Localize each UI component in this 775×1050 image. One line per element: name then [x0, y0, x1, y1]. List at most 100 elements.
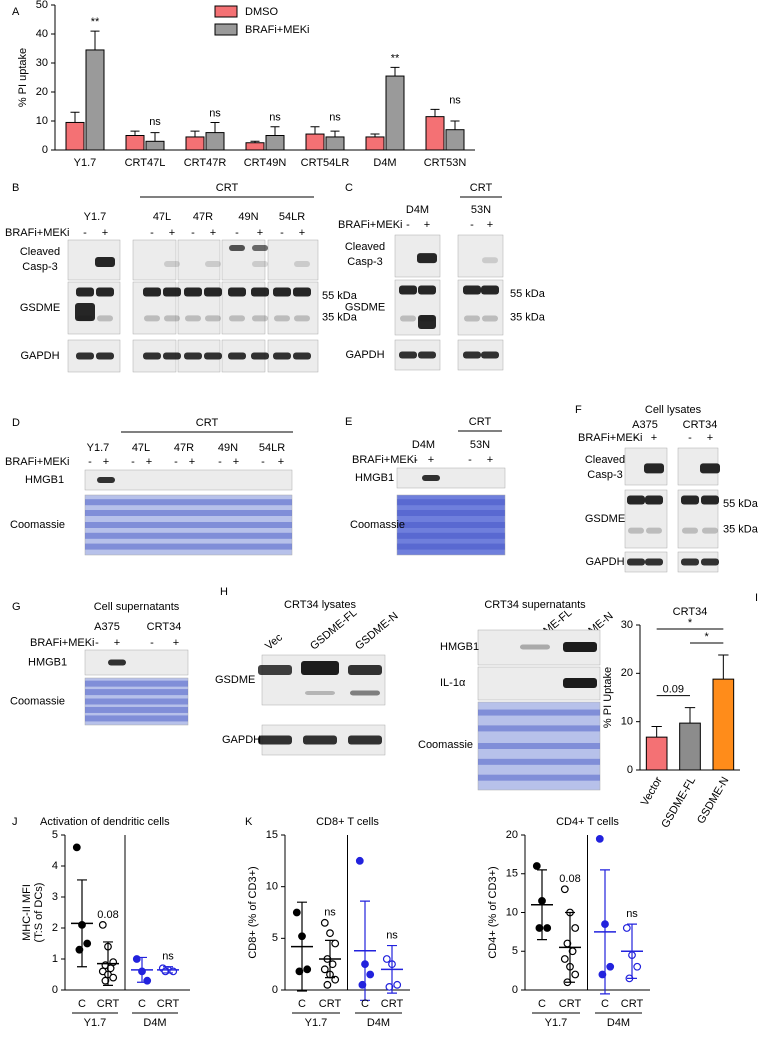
sign: + — [114, 637, 120, 649]
bar — [425, 116, 445, 151]
y-tick-label: 5 — [272, 932, 278, 944]
data-point — [83, 939, 92, 948]
gel-stripe — [478, 774, 600, 781]
annotation: ns — [626, 908, 638, 920]
annotation: ** — [91, 16, 100, 28]
error-bar — [150, 132, 160, 142]
sign: - — [414, 454, 418, 466]
lane-label: GSDME-N — [353, 610, 401, 653]
blot-band — [350, 690, 380, 696]
annotation: 0.09 — [663, 684, 684, 696]
annotation: ns — [269, 112, 281, 124]
sign: - — [406, 219, 410, 231]
y-axis-label: CD8+ (% of CD3+) — [247, 866, 259, 958]
lane-label: 47R — [193, 211, 213, 223]
lane-label: Y1.7 — [84, 211, 107, 223]
blot-band — [399, 285, 417, 295]
group-label: CRT — [469, 416, 492, 428]
group-label: CRT — [216, 182, 239, 194]
sign: - — [83, 227, 87, 239]
blot-band — [76, 352, 94, 360]
y-tick-label: 3 — [52, 891, 58, 903]
blot-band — [76, 287, 94, 297]
gel-stripe — [397, 499, 505, 506]
sign: - — [131, 456, 135, 468]
lane-label: 53N — [470, 439, 490, 451]
blot-band — [348, 735, 382, 745]
treatment-label: BRAFi+MEKi — [578, 432, 643, 444]
group-label: D4M — [143, 1017, 166, 1029]
x-tick-label: C — [298, 998, 306, 1010]
blot-band — [164, 261, 180, 267]
data-point — [393, 980, 402, 989]
annotation: ns — [386, 929, 398, 941]
treatment-label: BRAFi+MEKi — [352, 454, 417, 466]
bar — [205, 132, 225, 151]
y-tick-label: 0 — [272, 984, 278, 996]
bar — [445, 129, 465, 151]
annotation: ns — [162, 951, 174, 963]
data-point — [75, 945, 84, 954]
x-tick-label: C — [78, 998, 86, 1010]
data-point — [571, 924, 580, 932]
blot-band — [252, 261, 268, 267]
blot-band — [184, 352, 202, 360]
data-point — [292, 908, 301, 917]
blot-band — [294, 315, 310, 322]
blot-band — [482, 257, 498, 264]
sign: - — [688, 432, 692, 444]
sd-bar — [360, 900, 370, 1001]
blot-band — [303, 735, 337, 745]
row-label: GSDME — [215, 674, 255, 686]
data-point — [355, 856, 364, 865]
panel-title: CRT34 lysates — [284, 599, 356, 611]
data-point — [72, 843, 81, 852]
error-bar — [190, 130, 200, 137]
gel-stripe — [397, 522, 505, 528]
panel-letter: G — [12, 601, 21, 613]
sign: - — [218, 456, 222, 468]
blot-band — [108, 659, 126, 666]
blot-band — [228, 287, 246, 297]
annotation: * — [705, 631, 710, 643]
row-label: HMGB1 — [25, 474, 64, 486]
row-label: GAPDH — [345, 349, 384, 361]
blot-band — [229, 245, 245, 251]
blot-band — [463, 285, 481, 295]
row-label: GAPDH — [222, 734, 261, 746]
bar — [365, 136, 385, 151]
blot-band — [627, 495, 645, 505]
x-tick-label: D4M — [373, 157, 396, 169]
row-label: HMGB1 — [28, 656, 67, 668]
x-tick-label: CRT47R — [184, 157, 227, 169]
x-tick-label: CRT — [97, 998, 120, 1010]
data-point — [385, 983, 394, 991]
x-tick-label: C — [538, 998, 546, 1010]
data-point — [622, 924, 631, 932]
error-bar — [390, 66, 400, 77]
lane-label: Vec — [263, 631, 285, 652]
sign: + — [169, 227, 175, 239]
row-label: GAPDH — [20, 350, 59, 362]
lane-label: 53N — [471, 204, 491, 216]
y-tick-label: 0 — [627, 764, 633, 776]
y-tick-label: 15 — [506, 868, 518, 880]
panel-letter: A — [12, 6, 20, 18]
bar — [265, 135, 285, 151]
row-label: GSDME — [345, 301, 385, 313]
y-tick-label: 10 — [621, 716, 633, 728]
row-label: Coomassie — [10, 519, 65, 531]
bar — [385, 75, 405, 151]
annotation: ns — [149, 116, 161, 128]
sd-bar — [297, 901, 307, 992]
panel-letter: C — [345, 182, 353, 194]
blot-band — [252, 245, 268, 251]
kda-label: 35 kDa — [723, 523, 759, 535]
data-point — [320, 918, 329, 927]
y-tick-label: 20 — [36, 86, 48, 98]
panel-letter: J — [12, 816, 18, 828]
panel-letter: I — [755, 592, 758, 604]
lane-label: A375 — [94, 621, 120, 633]
chart-title: CD8+ T cells — [316, 816, 379, 828]
y-axis-label: CD4+ (% of CD3+) — [487, 866, 499, 958]
